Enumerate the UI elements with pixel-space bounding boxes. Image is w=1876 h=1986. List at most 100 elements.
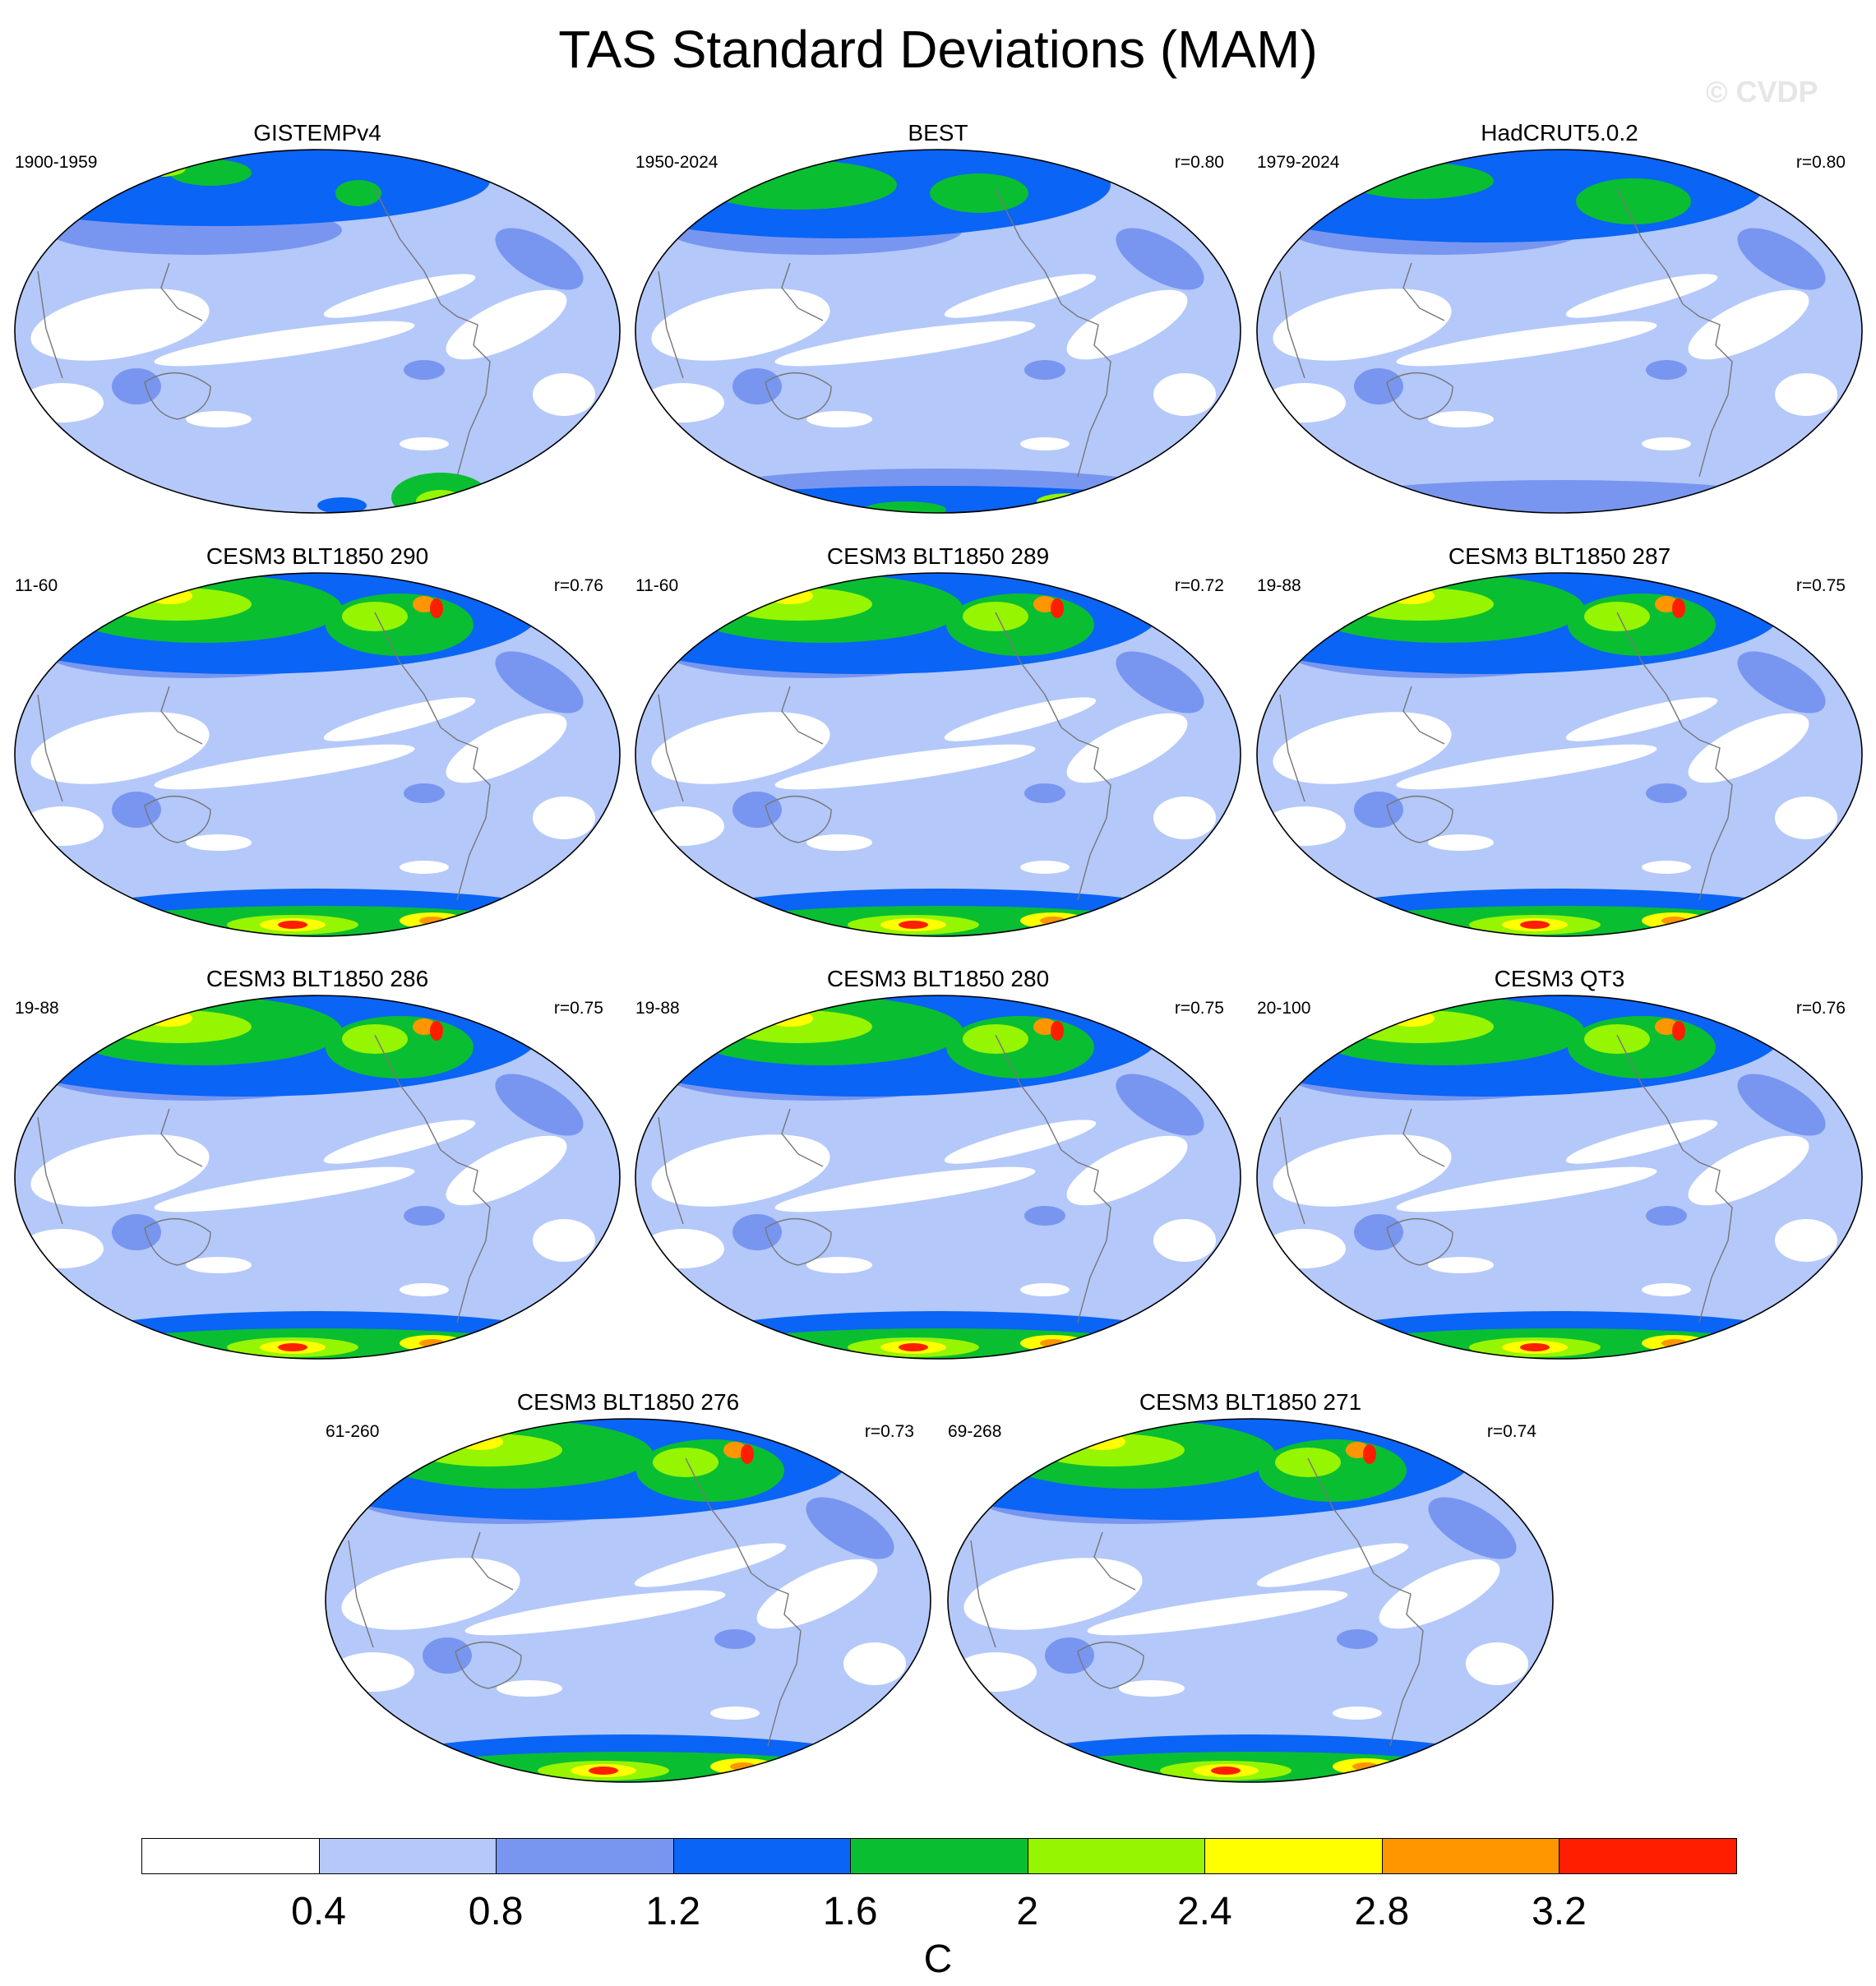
midlatitude-region — [1354, 368, 1403, 404]
panel-correlation: r=0.73 — [864, 1422, 914, 1441]
northern-high-latitude — [741, 1444, 754, 1464]
africa-coastline — [658, 270, 684, 379]
colorbar-box — [141, 1838, 320, 1874]
coastlines — [970, 1457, 1424, 1747]
northern-high-latitude — [104, 1010, 252, 1043]
america-coastline — [1682, 727, 1733, 901]
colorbar-box — [496, 1838, 674, 1874]
midlatitude-region — [404, 1206, 445, 1226]
tropical-low-variance — [1066, 713, 1188, 783]
panel-period: 20-100 — [1257, 999, 1311, 1018]
tropical-low-variance — [1020, 437, 1070, 450]
tropical-low-variance — [651, 712, 830, 784]
america-coastline — [1060, 303, 1111, 478]
colorbar-tick-label: 2 — [1016, 1890, 1039, 1933]
coastlines — [37, 1034, 491, 1323]
page-title: TAS Standard Deviations (MAM) — [558, 20, 1318, 79]
global-map — [635, 149, 1241, 514]
tropical-low-variance — [1396, 744, 1657, 790]
tropical-low-variance — [446, 1135, 567, 1206]
map-panel: CESM3 BLT1850 287 19-88 r=0.75 — [1255, 543, 1864, 938]
north-america-coastline — [374, 1034, 441, 1151]
tropical-low-variance — [1396, 1166, 1657, 1212]
midlatitude-region — [714, 1629, 755, 1649]
cvdp-watermark: © CVDP — [1706, 75, 1818, 109]
tropical-low-variance — [332, 1652, 414, 1692]
map-border — [14, 995, 621, 1360]
contour-field — [15, 573, 620, 936]
panel-title: GISTEMPv4 — [253, 120, 381, 145]
tropical-low-variance — [1428, 834, 1494, 851]
tropical-low-variance — [1565, 1120, 1718, 1164]
panel-period: 19-88 — [635, 999, 680, 1018]
colorbar-box — [1381, 1838, 1560, 1874]
map-border — [947, 1418, 1554, 1783]
tropical-low-variance — [1264, 1229, 1346, 1268]
midlatitude-region — [1354, 792, 1403, 828]
map-panel: BEST 1950-2024 r=0.80 — [634, 120, 1242, 515]
africa-coastline — [658, 1116, 684, 1225]
panel-period: 11-60 — [15, 576, 58, 595]
midlatitude-region — [404, 783, 445, 803]
coastlines — [37, 612, 491, 901]
northern-high-latitude — [1584, 1024, 1650, 1054]
asia-coastline — [1402, 1108, 1445, 1167]
tropical-low-variance — [1688, 713, 1809, 783]
northern-high-latitude — [1584, 602, 1650, 631]
midlatitude-region — [1646, 360, 1687, 380]
panel-period: 1900-1959 — [15, 153, 98, 172]
northern-high-latitude — [335, 180, 381, 206]
northern-high-latitude — [653, 1448, 719, 1477]
panel-period: 1950-2024 — [635, 153, 719, 172]
tropical-low-variance — [1273, 712, 1452, 784]
midlatitude-region — [1116, 651, 1204, 714]
africa-coastline — [658, 694, 684, 802]
america-coastline — [751, 1573, 802, 1747]
africa-coastline — [1279, 1116, 1305, 1225]
tropical-low-variance — [30, 712, 210, 784]
tropical-low-variance — [1119, 1680, 1185, 1697]
australia-coastline — [144, 372, 211, 420]
tropical-low-variance — [1775, 373, 1837, 416]
tropical-low-variance — [30, 1134, 210, 1207]
tropical-low-variance — [400, 1283, 449, 1296]
america-coastline — [440, 1149, 491, 1323]
north-america-coastline — [995, 1034, 1062, 1151]
contour-field — [1257, 573, 1862, 936]
northern-high-latitude — [724, 588, 872, 621]
midlatitude-region — [1045, 1637, 1094, 1674]
map-panel: CESM3 QT3 20-100 r=0.76 — [1255, 966, 1864, 1360]
tropical-low-variance — [1642, 437, 1691, 450]
tropical-low-variance — [806, 1257, 872, 1273]
north-america-coastline — [1307, 1457, 1375, 1574]
map-border — [635, 995, 1241, 1360]
panel-correlation: r=0.74 — [1486, 1422, 1536, 1441]
southern-high-latitude — [1211, 1767, 1241, 1775]
tropical-low-variance — [186, 411, 252, 427]
midlatitude-region — [423, 1637, 472, 1674]
tropical-low-variance — [186, 1257, 252, 1273]
africa-coastline — [37, 694, 63, 802]
panel-title: CESM3 BLT1850 280 — [826, 966, 1050, 991]
northern-high-latitude — [1672, 598, 1685, 618]
australia-coastline — [1386, 372, 1453, 420]
midlatitude-region — [1024, 1206, 1065, 1226]
coastlines — [658, 612, 1111, 901]
panel-correlation: r=0.80 — [1174, 153, 1224, 172]
colorbar-tick-label: 2.8 — [1354, 1890, 1410, 1933]
australia-coastline — [765, 796, 832, 843]
africa-coastline — [348, 1540, 374, 1648]
global-map — [325, 1418, 931, 1783]
tropical-low-variance — [1688, 1135, 1809, 1206]
africa-coastline — [1279, 270, 1305, 379]
midlatitude-region — [495, 651, 584, 714]
north-america-coastline — [1616, 612, 1684, 728]
midlatitude-region — [1646, 1206, 1687, 1226]
coastlines — [1279, 612, 1733, 901]
tropical-low-variance — [446, 713, 567, 783]
america-coastline — [1682, 1149, 1733, 1323]
global-map — [1256, 149, 1863, 514]
colorbar-box — [1027, 1838, 1206, 1874]
colorbar-tick-label: 1.2 — [645, 1890, 701, 1933]
tropical-low-variance — [806, 834, 872, 851]
